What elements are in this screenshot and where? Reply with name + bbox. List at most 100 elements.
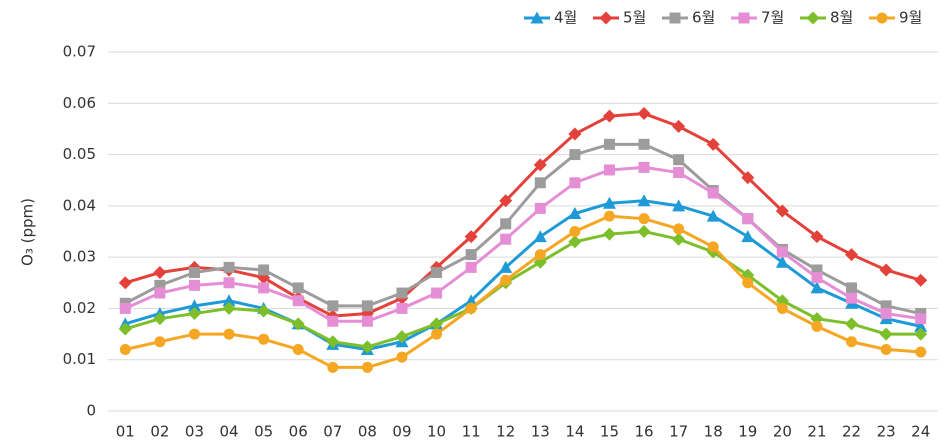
data-point bbox=[257, 304, 271, 318]
data-point bbox=[810, 281, 824, 294]
y-tick-label: 0.02 bbox=[63, 299, 96, 317]
data-point bbox=[464, 230, 478, 244]
legend-label: 8월 bbox=[830, 9, 853, 27]
data-point bbox=[775, 255, 789, 268]
data-point bbox=[258, 264, 270, 276]
data-point bbox=[879, 263, 893, 277]
data-point bbox=[880, 343, 892, 355]
data-point bbox=[292, 282, 304, 294]
data-point bbox=[776, 302, 788, 314]
data-point bbox=[846, 336, 858, 348]
data-point bbox=[568, 127, 582, 141]
series-line bbox=[124, 229, 921, 349]
data-point bbox=[707, 241, 719, 253]
x-tick-label: 23 bbox=[877, 423, 896, 441]
data-point bbox=[223, 328, 235, 340]
data-point bbox=[533, 158, 547, 172]
data-point bbox=[500, 274, 512, 286]
y-tick-label: 0.01 bbox=[63, 350, 96, 368]
data-point bbox=[187, 299, 201, 312]
data-point bbox=[223, 277, 235, 289]
data-point bbox=[811, 272, 823, 284]
data-point bbox=[154, 336, 166, 348]
x-tick-label: 20 bbox=[773, 423, 792, 441]
data-point bbox=[672, 232, 686, 246]
y-tick-label: 0.07 bbox=[63, 43, 96, 61]
legend-marker bbox=[876, 12, 888, 24]
legend-marker bbox=[530, 11, 544, 24]
data-point bbox=[154, 279, 166, 291]
data-point bbox=[291, 317, 305, 331]
data-point bbox=[673, 154, 685, 166]
x-tick-label: 02 bbox=[150, 423, 169, 441]
data-point bbox=[327, 361, 339, 373]
data-point bbox=[673, 223, 685, 235]
data-point bbox=[638, 161, 650, 173]
y-tick-label: 0.06 bbox=[63, 94, 96, 112]
data-point bbox=[188, 328, 200, 340]
data-point bbox=[775, 294, 789, 308]
data-point bbox=[258, 333, 270, 345]
data-point bbox=[360, 340, 374, 354]
data-point bbox=[396, 287, 408, 299]
data-point bbox=[361, 300, 373, 312]
data-point bbox=[568, 235, 582, 249]
y-axis-label: O₃ (ppm) bbox=[19, 198, 37, 266]
data-point bbox=[431, 267, 443, 279]
data-point bbox=[706, 137, 720, 151]
series-line bbox=[124, 214, 921, 369]
data-point bbox=[603, 210, 615, 222]
data-point bbox=[810, 230, 824, 244]
data-point bbox=[603, 164, 615, 176]
x-tick-label: 16 bbox=[634, 423, 653, 441]
data-point bbox=[154, 287, 166, 299]
data-point bbox=[638, 138, 650, 150]
x-tick-label: 06 bbox=[289, 423, 308, 441]
data-point bbox=[569, 149, 581, 161]
data-point bbox=[602, 109, 616, 123]
data-point bbox=[673, 167, 685, 179]
data-point bbox=[533, 230, 547, 243]
y-tick-label: 0.03 bbox=[63, 248, 96, 266]
data-point bbox=[741, 171, 755, 185]
data-point bbox=[534, 202, 546, 214]
data-point bbox=[361, 361, 373, 373]
data-point bbox=[638, 213, 650, 225]
data-point bbox=[292, 295, 304, 307]
data-point bbox=[672, 119, 686, 133]
data-point bbox=[914, 327, 928, 341]
data-point bbox=[465, 249, 477, 261]
data-point bbox=[500, 233, 512, 245]
x-tick-label: 13 bbox=[531, 423, 550, 441]
data-point bbox=[637, 194, 651, 207]
data-point bbox=[534, 177, 546, 189]
data-point bbox=[706, 209, 720, 222]
series-line bbox=[124, 112, 922, 318]
x-tick-label: 11 bbox=[462, 423, 481, 441]
data-point bbox=[915, 346, 927, 358]
data-point bbox=[361, 315, 373, 327]
x-tick-label: 21 bbox=[807, 423, 826, 441]
legend-marker bbox=[806, 11, 820, 25]
data-point bbox=[533, 255, 547, 269]
data-point bbox=[742, 213, 754, 225]
data-point bbox=[223, 261, 235, 273]
data-point bbox=[845, 248, 859, 262]
data-point bbox=[880, 308, 892, 320]
data-point bbox=[118, 276, 132, 290]
data-point bbox=[431, 328, 443, 340]
data-point bbox=[637, 107, 651, 121]
data-point bbox=[810, 312, 824, 326]
x-tick-label: 03 bbox=[185, 423, 204, 441]
x-tick-label: 17 bbox=[669, 423, 688, 441]
data-point bbox=[811, 320, 823, 332]
data-point bbox=[465, 261, 477, 273]
data-point bbox=[499, 260, 513, 273]
legend-label: 7월 bbox=[761, 9, 784, 27]
data-point bbox=[534, 249, 546, 261]
x-tick-label: 01 bbox=[116, 423, 135, 441]
x-tick-label: 15 bbox=[600, 423, 619, 441]
x-tick-label: 19 bbox=[738, 423, 757, 441]
data-point bbox=[499, 194, 513, 208]
